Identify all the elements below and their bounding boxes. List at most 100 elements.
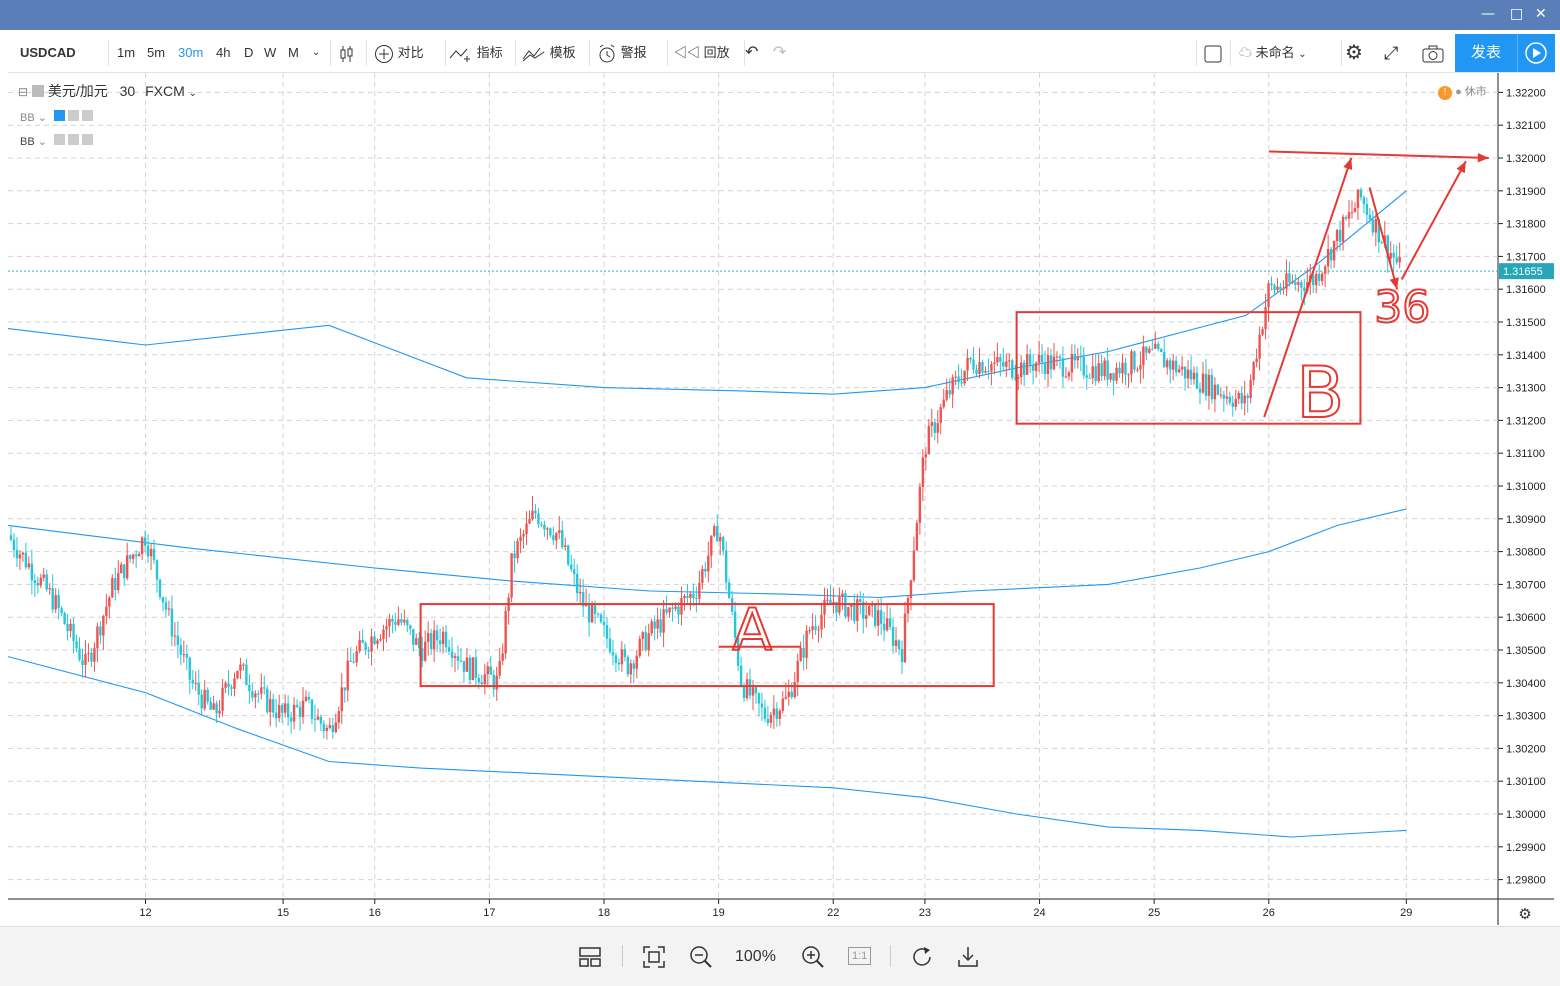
y-tick-label: 1.30500 bbox=[1506, 645, 1546, 657]
candle-body bbox=[832, 601, 835, 604]
candle-body bbox=[638, 638, 641, 656]
layout-square-icon[interactable] bbox=[1204, 34, 1222, 72]
indicator-name: BB bbox=[20, 136, 35, 148]
maximize-icon[interactable]: □ bbox=[1510, 6, 1524, 22]
candle-body bbox=[343, 687, 346, 691]
alerts-button[interactable]: 警报 bbox=[597, 34, 647, 72]
gear-icon[interactable]: ⚙ bbox=[1345, 42, 1363, 64]
collapse-icon[interactable]: ⊟ bbox=[18, 85, 29, 99]
candle-body bbox=[1249, 380, 1252, 399]
candle-body bbox=[412, 628, 415, 645]
interval-m[interactable]: M bbox=[288, 45, 299, 60]
indicator-row-bb-2[interactable]: BB ⌄ bbox=[20, 134, 94, 148]
replay-button[interactable]: ◁◁ 回放 bbox=[674, 34, 730, 72]
download-icon[interactable] bbox=[956, 927, 980, 986]
chevron-down-icon[interactable]: ⌄ bbox=[188, 88, 198, 99]
candle-body bbox=[1055, 356, 1059, 358]
candle-body bbox=[722, 537, 725, 551]
rotate-icon[interactable] bbox=[910, 927, 934, 986]
candle-body bbox=[63, 612, 66, 625]
candle-body bbox=[379, 639, 382, 641]
candle-body bbox=[432, 630, 436, 650]
candle-body bbox=[1315, 273, 1318, 286]
compare-button[interactable]: 对比 bbox=[374, 34, 424, 72]
candle-body bbox=[498, 660, 501, 676]
candle-body bbox=[933, 422, 936, 433]
candle-body bbox=[1034, 362, 1038, 371]
interval-1m[interactable]: 1m bbox=[117, 45, 136, 60]
candle-body bbox=[724, 550, 728, 583]
candle-body bbox=[1103, 360, 1106, 377]
candle-body bbox=[340, 687, 343, 712]
market-status: ! ● 休市 bbox=[1438, 83, 1487, 100]
candle-body bbox=[1142, 346, 1145, 366]
settings-icon[interactable] bbox=[68, 134, 80, 145]
candle-body bbox=[555, 533, 558, 541]
candle-body bbox=[1177, 369, 1181, 373]
publish-button[interactable]: 发表 bbox=[1455, 34, 1517, 72]
candle-body bbox=[337, 711, 340, 723]
candle-body bbox=[510, 553, 513, 598]
fullscreen-icon[interactable]: ⤢ bbox=[1384, 43, 1399, 63]
remove-icon[interactable] bbox=[82, 110, 94, 121]
x-tick-label: 12 bbox=[139, 907, 151, 919]
candle-body bbox=[1386, 235, 1389, 259]
candle-style-icon[interactable] bbox=[339, 34, 355, 72]
candle-body bbox=[903, 613, 907, 663]
candle-body bbox=[134, 554, 138, 557]
candle-body bbox=[191, 679, 194, 684]
candle-body bbox=[352, 661, 355, 663]
close-icon[interactable]: ✕ bbox=[1535, 6, 1547, 22]
chevron-down-icon[interactable]: ⌄ bbox=[312, 47, 321, 58]
candle-body bbox=[123, 564, 126, 579]
indicator-row-bb-1[interactable]: BB ⌄ bbox=[20, 110, 94, 124]
layout-name-menu[interactable]: ☁ 未命名 ⌄ bbox=[1239, 34, 1307, 72]
fit-screen-icon[interactable] bbox=[642, 927, 666, 986]
minimize-icon[interactable]: — bbox=[1481, 6, 1495, 22]
candle-body bbox=[969, 357, 972, 360]
layout-grid-icon[interactable] bbox=[578, 927, 602, 986]
settings-icon[interactable] bbox=[68, 110, 80, 121]
redo-icon[interactable]: ↷ bbox=[773, 44, 787, 61]
templates-button[interactable]: 模板 bbox=[522, 34, 576, 72]
candle-body bbox=[617, 662, 621, 665]
candle-body bbox=[879, 610, 883, 624]
candle-body bbox=[695, 598, 698, 600]
remove-icon[interactable] bbox=[82, 134, 94, 145]
chart-area[interactable]: 1.32200 1.32100 1.32000 1.31900 1.31800 1.317… bbox=[7, 73, 1554, 925]
annotation-label-a: A bbox=[732, 596, 772, 664]
candle-body bbox=[1171, 360, 1175, 370]
interval-4h[interactable]: 4h bbox=[216, 45, 231, 60]
candle-body bbox=[1014, 377, 1017, 379]
indicator-name: BB bbox=[20, 112, 35, 124]
camera-icon[interactable] bbox=[1422, 34, 1444, 72]
candle-body bbox=[403, 619, 406, 623]
candle-body bbox=[1022, 362, 1026, 375]
undo-icon[interactable]: ↶ bbox=[745, 44, 759, 61]
interval-5m[interactable]: 5m bbox=[147, 45, 166, 60]
symbol-search[interactable]: USDCAD bbox=[20, 45, 76, 60]
candle-body bbox=[1100, 363, 1103, 377]
candle-body bbox=[173, 635, 177, 637]
candle-body bbox=[704, 568, 707, 572]
visibility-icon[interactable] bbox=[54, 110, 66, 121]
candle-body bbox=[1228, 396, 1231, 403]
zoom-out-icon[interactable] bbox=[689, 927, 713, 986]
interval-d[interactable]: D bbox=[244, 45, 254, 60]
zoom-in-icon[interactable] bbox=[801, 927, 825, 986]
divider bbox=[1230, 40, 1231, 66]
indicators-button[interactable]: 指标 bbox=[449, 34, 503, 72]
candle-body bbox=[713, 526, 716, 536]
price-chart[interactable]: 1.32200 1.32100 1.32000 1.31900 1.31800 1.317… bbox=[7, 73, 1554, 925]
candle-body bbox=[370, 636, 373, 652]
bottom-toolbar: 100% 1:1 bbox=[0, 926, 1560, 986]
candle-body bbox=[1025, 354, 1029, 375]
visibility-icon[interactable] bbox=[54, 134, 66, 145]
candle-body bbox=[1335, 229, 1339, 242]
candle-body bbox=[984, 371, 987, 373]
rewind-icon: ◁◁ bbox=[674, 45, 701, 60]
interval-30m[interactable]: 30m bbox=[178, 45, 204, 60]
actual-size-button[interactable]: 1:1 bbox=[848, 927, 872, 986]
interval-w[interactable]: W bbox=[264, 45, 277, 60]
play-button[interactable] bbox=[1517, 34, 1555, 72]
